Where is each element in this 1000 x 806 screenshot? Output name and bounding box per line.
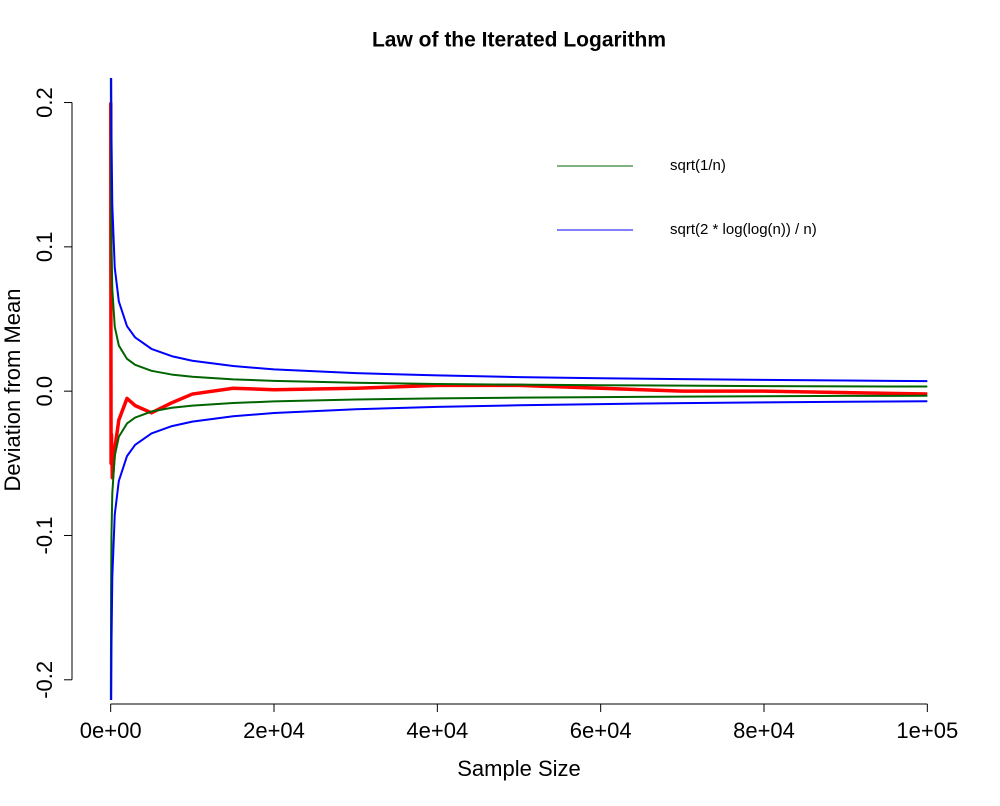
y-axis-title: Deviation from Mean (0, 289, 25, 492)
y-tick-label: 0.2 (32, 87, 57, 118)
series-line (110, 78, 928, 383)
y-tick-label: -0.2 (32, 661, 57, 699)
legend-label: sqrt(2 * log(log(n)) / n) (670, 221, 817, 238)
x-tick-label: 2e+04 (243, 718, 305, 743)
y-tick-label: 0.0 (32, 376, 57, 407)
series-line (109, 78, 928, 388)
x-tick-label: 8e+04 (733, 718, 795, 743)
x-tick-label: 4e+04 (406, 718, 468, 743)
series-line (109, 394, 928, 700)
series-line (108, 102, 928, 480)
legend-label: sqrt(1/n) (670, 157, 726, 174)
series-line (110, 400, 928, 700)
x-tick-label: 6e+04 (570, 718, 632, 743)
y-tick-label: 0.1 (32, 232, 57, 263)
y-tick-label: -0.1 (32, 517, 57, 555)
chart-title: Law of the Iterated Logarithm (372, 29, 666, 52)
plot-area (108, 78, 928, 700)
x-axis-title: Sample Size (457, 756, 581, 781)
x-tick-label: 1e+05 (896, 718, 958, 743)
x-tick-label: 0e+00 (80, 718, 142, 743)
